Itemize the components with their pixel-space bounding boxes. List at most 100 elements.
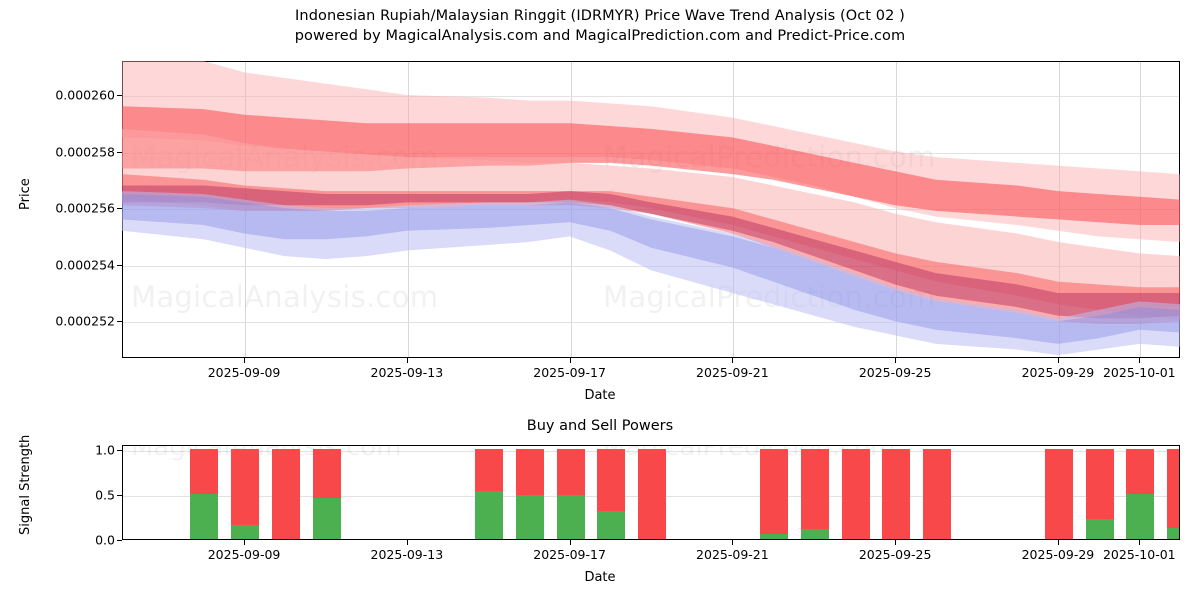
signal-x-tick-label: 2025-09-13 — [370, 547, 444, 562]
buy-power-segment — [800, 529, 829, 539]
price-x-tick-mark — [732, 358, 734, 363]
sell-power-segment — [1085, 448, 1114, 520]
price-y-tick-label: 0.000258 — [55, 144, 115, 159]
price-x-tick-mark — [406, 358, 408, 363]
sell-power-segment — [312, 448, 341, 499]
signal-bar — [841, 448, 870, 539]
price-chart-plot-area: MagicalAnalysis.com MagicalPrediction.com… — [122, 61, 1180, 358]
signal-bar — [515, 448, 544, 539]
signal-x-tick-mark — [732, 540, 734, 545]
price-y-tick-label: 0.000256 — [55, 200, 115, 216]
sell-power-segment — [556, 448, 585, 495]
signal-x-tick-label: 2025-09-29 — [1021, 547, 1095, 562]
buy-power-segment — [312, 498, 341, 539]
price-x-tick-label: 2025-09-21 — [696, 365, 769, 380]
sell-power-segment — [190, 448, 219, 494]
signal-x-tick-label: 2025-10-01 — [1102, 547, 1176, 562]
title-line-2: powered by MagicalAnalysis.com and Magic… — [294, 28, 906, 44]
signal-bar — [312, 448, 341, 539]
sell-power-segment — [1167, 448, 1179, 529]
signal-x-tick-mark — [1139, 540, 1141, 545]
sell-power-segment — [1044, 448, 1073, 539]
watermark-analysis: MagicalAnalysis.com — [131, 280, 439, 314]
sell-power-segment — [597, 448, 626, 511]
price-y-tick-mark — [117, 208, 122, 210]
price-x-tick-mark — [569, 358, 571, 363]
sell-power-segment — [231, 448, 260, 525]
signal-bar — [597, 448, 626, 539]
signal-y-tick-mark — [117, 449, 122, 451]
buy-power-segment — [231, 524, 260, 539]
price-gridline-horizontal — [123, 265, 1179, 267]
signal-bar — [231, 448, 260, 539]
signal-bar — [800, 448, 829, 539]
price-x-tick-label: 2025-09-25 — [858, 365, 932, 380]
signal-y-tick-label: 0.0 — [95, 532, 115, 548]
signal-x-tick-mark — [1057, 540, 1059, 545]
price-x-tick-mark — [244, 358, 246, 363]
signal-x-tick-mark — [406, 540, 408, 545]
signal-x-axis-label: Date — [584, 570, 616, 585]
price-y-tick-mark — [117, 94, 122, 96]
buy-power-segment — [597, 510, 626, 539]
buy-power-segment — [475, 491, 504, 539]
price-x-tick-label: 2025-09-13 — [370, 365, 444, 380]
signal-bar — [1085, 448, 1114, 539]
chart-title: Indonesian Rupiah/Malaysian Ringgit (IDR… — [0, 6, 1200, 46]
buy-power-segment — [760, 533, 789, 539]
price-y-tick-mark — [117, 151, 122, 153]
sell-power-segment — [515, 448, 544, 495]
sell-power-segment — [760, 448, 789, 534]
signal-y-tick-mark — [117, 494, 122, 496]
price-x-tick-label: 2025-09-17 — [533, 365, 606, 380]
price-gridline-horizontal — [123, 209, 1179, 211]
signal-bar — [271, 448, 300, 539]
price-y-tick-mark — [117, 264, 122, 266]
signal-axis-label: Signal Strength — [18, 434, 33, 535]
signal-bar — [556, 448, 585, 539]
sell-power-segment — [882, 448, 911, 539]
buy-power-segment — [1167, 528, 1179, 539]
signal-bar — [475, 448, 504, 539]
signal-bar — [760, 448, 789, 539]
buy-power-segment — [556, 494, 585, 539]
buy-power-segment — [515, 494, 544, 539]
signal-bar — [190, 448, 219, 539]
sell-power-segment — [1126, 448, 1155, 494]
price-gridline-horizontal — [123, 95, 1179, 97]
signal-chart-plot-area: MagicalAnalysis.com MagicalPrediction.com — [122, 445, 1180, 540]
signal-chart-title: Buy and Sell Powers — [526, 418, 674, 434]
price-x-tick-label: 2025-09-09 — [207, 365, 281, 380]
price-y-tick-label: 0.000252 — [55, 313, 115, 329]
price-x-tick-mark — [1139, 358, 1141, 363]
signal-x-tick-label: 2025-09-09 — [207, 547, 281, 562]
sell-power-segment — [800, 448, 829, 530]
signal-y-tick-label: 0.5 — [95, 487, 115, 503]
signal-x-tick-mark — [569, 540, 571, 545]
price-x-axis-label: Date — [584, 388, 616, 403]
watermark-analysis: MagicalAnalysis.com — [131, 140, 439, 174]
price-x-tick-label: 2025-10-01 — [1102, 365, 1176, 380]
price-gridline-horizontal — [123, 322, 1179, 324]
price-y-tick-label: 0.000254 — [55, 257, 115, 273]
buy-power-segment — [1085, 519, 1114, 539]
watermark-prediction: MagicalPrediction.com — [603, 140, 936, 174]
signal-x-tick-label: 2025-09-17 — [533, 547, 606, 562]
sell-power-segment — [271, 448, 300, 539]
price-gridline-horizontal — [123, 152, 1179, 154]
signal-bar — [1167, 448, 1179, 539]
signal-y-tick-label: 1.0 — [95, 442, 115, 458]
title-line-1: Indonesian Rupiah/Malaysian Ringgit (IDR… — [295, 8, 905, 24]
signal-bar — [1126, 448, 1155, 539]
price-axis-label: Price — [18, 178, 33, 210]
sell-power-segment — [922, 448, 951, 539]
signal-x-tick-label: 2025-09-21 — [696, 547, 769, 562]
buy-power-segment — [190, 493, 219, 539]
sell-power-segment — [841, 448, 870, 539]
watermark-prediction: MagicalPrediction.com — [603, 280, 936, 314]
price-y-tick-mark — [117, 321, 122, 323]
price-x-tick-label: 2025-09-29 — [1021, 365, 1095, 380]
signal-bar — [1044, 448, 1073, 539]
sell-power-segment — [638, 448, 666, 539]
signal-bar — [638, 448, 666, 539]
